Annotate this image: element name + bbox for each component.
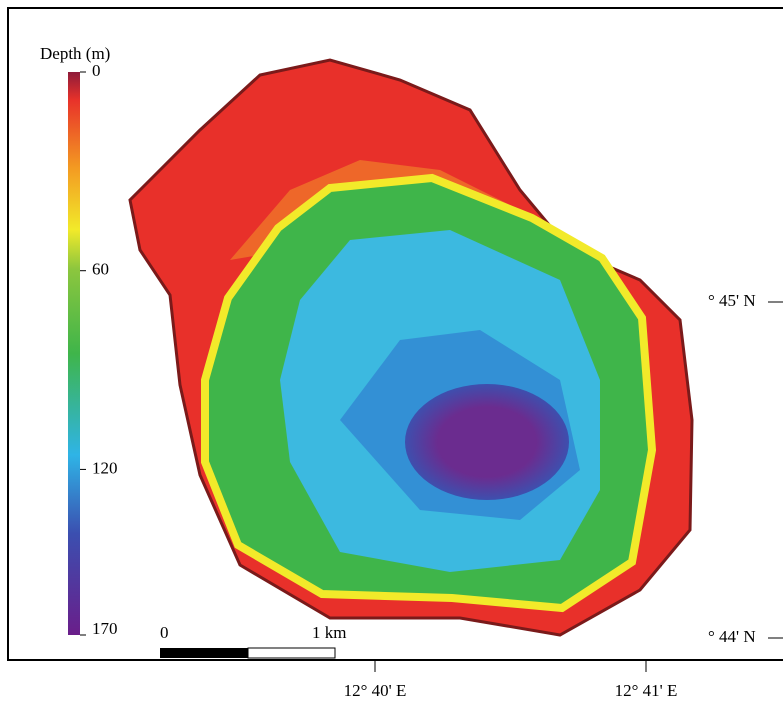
page: Depth (m) 060120170 0 1 km ° 45' N ° 44'… (0, 0, 783, 727)
bathymetry (130, 60, 692, 635)
scale-bar-black (160, 648, 248, 658)
colorbar-tick-label: 0 (92, 61, 101, 80)
colorbar-tick-label: 60 (92, 260, 109, 279)
longitude-label: 12° 41' E (615, 681, 678, 700)
colorbar-tick-label: 120 (92, 458, 118, 477)
colorbar-tick-label: 170 (92, 619, 118, 638)
latitude-label: ° 45' N (708, 291, 756, 310)
colorbar (68, 72, 80, 635)
latitude-label: ° 44' N (708, 627, 756, 646)
map-figure: Depth (m) 060120170 0 1 km ° 45' N ° 44'… (0, 0, 783, 727)
colorbar-labels: 0 60 120 170 (80, 61, 118, 638)
scale-bar-white (248, 648, 335, 658)
longitude-label: 12° 40' E (344, 681, 407, 700)
scale-end-label: 1 km (312, 623, 346, 642)
scale-start-label: 0 (160, 623, 169, 642)
